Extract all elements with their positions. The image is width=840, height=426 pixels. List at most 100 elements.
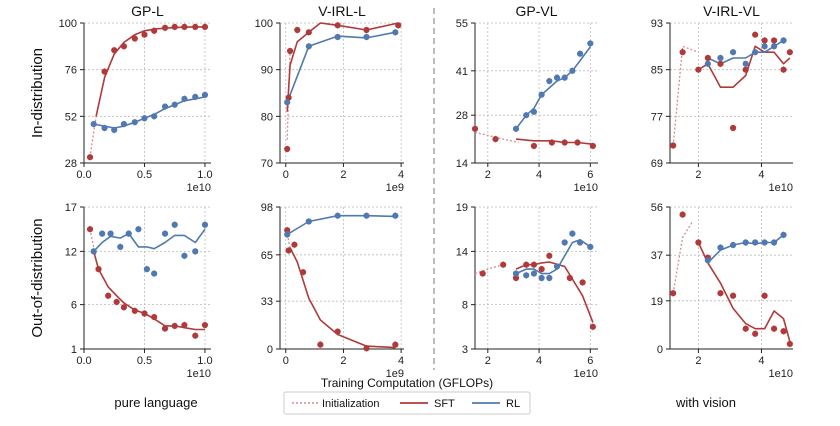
- sft-point: [589, 142, 596, 150]
- y-tick-label: 0: [267, 344, 273, 356]
- sft-point: [294, 26, 301, 34]
- rl-point: [192, 248, 199, 255]
- sft-point: [780, 66, 787, 73]
- y-tick-label: 70: [261, 158, 273, 170]
- rl-point: [192, 93, 199, 100]
- rl-point: [161, 103, 169, 110]
- rl-point: [334, 33, 341, 41]
- sft-point: [742, 325, 749, 332]
- rl-point: [538, 274, 545, 282]
- sft-point: [717, 60, 724, 67]
- y-tick-label: 76: [65, 65, 77, 77]
- rl-point: [111, 126, 118, 134]
- sft-point: [86, 154, 94, 161]
- rl-point: [742, 60, 749, 67]
- sft-point: [285, 247, 292, 254]
- sft-point: [500, 261, 507, 268]
- y-tick-label: 80: [261, 111, 273, 123]
- y-tick-label: 98: [261, 202, 273, 214]
- rl-point: [546, 77, 553, 85]
- sft-line: [697, 45, 791, 88]
- y-tick-label: 33: [261, 296, 273, 308]
- y-tick-label: 93: [651, 18, 663, 30]
- rl-point: [101, 124, 108, 132]
- rl-point: [334, 212, 341, 219]
- panel-title: V-IRL-L: [318, 3, 366, 19]
- y-tick-label: 28: [65, 158, 77, 170]
- rl-point: [284, 231, 291, 238]
- sft-point: [717, 290, 724, 297]
- rl-point: [538, 91, 545, 98]
- sft-point: [161, 24, 169, 31]
- sft-point: [151, 313, 158, 321]
- rl-point: [569, 67, 576, 74]
- rl-point: [131, 119, 138, 126]
- rl-point: [770, 239, 778, 246]
- y-tick-label: 100: [59, 18, 77, 30]
- sft-point: [589, 323, 596, 330]
- rl-point: [143, 266, 150, 273]
- rl-point: [561, 74, 568, 81]
- panel-title: GP-L: [131, 3, 164, 19]
- rl-point: [284, 99, 291, 106]
- y-tick-label: 52: [65, 111, 77, 123]
- sft-point: [523, 261, 530, 268]
- panel-title: GP-VL: [515, 3, 557, 19]
- group-label-pure-language: pure language: [114, 395, 197, 410]
- rl-point: [752, 239, 759, 246]
- y-tick-label: 90: [261, 65, 273, 77]
- sft-point: [761, 292, 768, 299]
- x-axis-multiplier: 1e10: [769, 182, 793, 194]
- sft-point: [786, 49, 793, 56]
- rl-point: [305, 218, 312, 225]
- sft-point: [471, 125, 479, 132]
- rl-point: [117, 243, 124, 251]
- x-tick-label: 4: [536, 355, 542, 367]
- sft-point: [742, 66, 749, 73]
- rl-point: [553, 74, 561, 81]
- x-axis-multiplier: 1e9: [386, 368, 404, 380]
- sft-point: [530, 142, 538, 150]
- sft-point: [101, 68, 108, 75]
- y-tick-label: 14: [456, 246, 468, 258]
- sft-line: [697, 242, 791, 342]
- group-label-with-vision: with vision: [675, 395, 736, 410]
- sft-point: [291, 241, 298, 248]
- sft-point: [192, 23, 199, 30]
- rl-point: [392, 212, 399, 219]
- y-tick-label: 1: [71, 344, 77, 356]
- rl-point: [752, 49, 759, 56]
- rl-point: [523, 112, 530, 119]
- x-tick-label: 1.0: [197, 169, 212, 181]
- rl-point: [151, 270, 158, 277]
- y-tick-label: 55: [456, 18, 468, 30]
- sft-point: [299, 269, 307, 276]
- x-axis-multiplier: 1e10: [574, 368, 598, 380]
- rl-point: [523, 272, 530, 279]
- x-tick-label: 2: [695, 355, 701, 367]
- sft-point: [171, 23, 178, 30]
- sft-point: [729, 292, 737, 299]
- sft-point: [113, 298, 120, 306]
- sft-point: [729, 124, 737, 132]
- x-axis-multiplier: 1e10: [769, 368, 793, 380]
- sft-point: [761, 37, 768, 44]
- sft-point: [161, 325, 169, 332]
- sft-line: [289, 247, 396, 349]
- sft-point: [111, 47, 118, 54]
- sft-point: [574, 139, 581, 146]
- sft-point: [479, 270, 486, 277]
- x-tick-label: 2: [340, 169, 346, 181]
- sft-point: [780, 328, 787, 335]
- legend-init-label: Initialization: [322, 398, 379, 410]
- init-line: [474, 131, 519, 144]
- rl-point: [181, 252, 188, 259]
- rl-point: [363, 33, 370, 41]
- x-tick-label: 0.5: [137, 355, 152, 367]
- rl-point: [717, 244, 724, 251]
- sft-point: [192, 332, 199, 339]
- y-tick-label: 85: [651, 65, 663, 77]
- x-axis-multiplier: 1e9: [386, 182, 404, 194]
- x-tick-label: 2: [340, 355, 346, 367]
- sft-point: [546, 252, 553, 259]
